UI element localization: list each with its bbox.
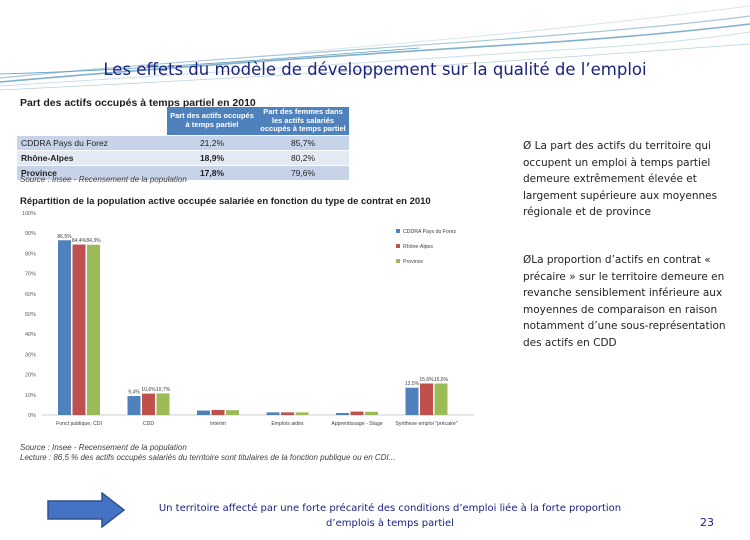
data-label: 84,4% <box>72 238 87 244</box>
table-cell: 80,2% <box>257 150 349 166</box>
bar <box>156 393 170 415</box>
data-label: 10,7% <box>156 387 171 393</box>
table-header-women-share: Part des femmes dans les actifs salariés… <box>257 107 349 136</box>
x-tick-label: Fonct publique, CDI <box>56 421 102 427</box>
bullet-part-time: Ø La part des actifs du territoire qui o… <box>523 140 718 219</box>
table-header-part-time: Part des actifs occupés à temps partiel <box>167 107 257 136</box>
bar <box>87 244 100 415</box>
x-tick-label: Synthese emploi "précaire" <box>395 421 457 427</box>
table-cell: 85,7% <box>257 135 349 151</box>
y-tick-label: 80% <box>25 251 36 257</box>
bar <box>72 244 86 415</box>
bar <box>142 393 155 415</box>
bullet-precarious: ØLa proportion d’actifs en contrat « pré… <box>523 253 726 349</box>
x-tick-label: Intérim <box>210 421 226 427</box>
y-tick-label: 0% <box>28 413 36 419</box>
y-tick-label: 70% <box>25 272 36 278</box>
y-tick-label: 100% <box>22 211 36 217</box>
bar <box>295 412 309 415</box>
table-row-label: Rhône-Alpes <box>17 150 167 166</box>
data-label: 15,6% <box>434 377 449 383</box>
table-title: Part des actifs occupés à temps partiel … <box>20 97 256 109</box>
x-tick-label: CDD <box>143 421 154 427</box>
bar <box>336 412 349 415</box>
bar <box>350 411 364 415</box>
table-cell: 79,6% <box>257 165 349 181</box>
right-arrow-icon <box>47 492 126 528</box>
chart-title: Répartition de la population active occu… <box>20 196 431 207</box>
bar <box>127 396 141 415</box>
y-tick-label: 10% <box>25 393 36 399</box>
legend-label: Rhône-Alpes <box>403 244 433 250</box>
bar <box>226 410 239 415</box>
table-header-empty <box>17 107 167 136</box>
figure-panel: Part des actifs occupés à temps partiel … <box>14 95 494 467</box>
legend-swatch <box>396 229 400 233</box>
x-tick-label: Emplois aidés <box>271 421 304 427</box>
part-time-table: Part des actifs occupés à temps partiel … <box>17 107 349 181</box>
table-cell: 17,8% <box>167 165 257 181</box>
y-tick-label: 30% <box>25 352 36 358</box>
table-row-label: Province <box>17 165 167 181</box>
data-label: 13,5% <box>405 381 420 387</box>
table-cell: 18,9% <box>167 150 257 166</box>
legend-swatch <box>396 259 400 263</box>
page-number: 23 <box>700 516 714 529</box>
decorative-swoosh <box>0 5 750 91</box>
table-row: Rhône-Alpes 18,9% 80,2% <box>17 150 349 166</box>
legend-label: CDDRA Pays du Forez <box>403 229 456 235</box>
table-cell: 21,2% <box>167 135 257 151</box>
bar <box>58 240 71 415</box>
y-tick-label: 60% <box>25 292 36 298</box>
bar <box>197 410 210 415</box>
table-row: Province 17,8% 79,6% <box>17 165 349 181</box>
table-row-label: CDDRA Pays du Forez <box>17 135 167 151</box>
footer-conclusion: Un territoire affecté par une forte préc… <box>158 503 622 529</box>
y-tick-label: 50% <box>25 312 36 318</box>
bar <box>281 412 294 415</box>
y-tick-label: 20% <box>25 373 36 379</box>
data-label: 86,5% <box>57 234 72 240</box>
bar <box>420 383 433 415</box>
bar <box>434 383 448 415</box>
chart-source: Source : Insee - Recensement de la popul… <box>20 443 395 463</box>
bar <box>405 387 419 415</box>
y-tick-label: 90% <box>25 231 36 237</box>
data-label: 9,4% <box>128 390 140 396</box>
bar <box>211 409 225 415</box>
chart-source-line: Source : Insee - Recensement de la popul… <box>20 443 187 452</box>
table-header-row: Part des actifs occupés à temps partiel … <box>17 107 349 136</box>
data-label: 15,6% <box>419 377 434 383</box>
bullet-list: Ø La part des actifs du territoire qui o… <box>523 138 733 352</box>
table-source: Source : Insee - Recensement de la popul… <box>20 175 187 184</box>
bar <box>266 412 280 415</box>
legend-swatch <box>396 244 400 248</box>
bar <box>365 411 378 415</box>
chart-reading-note: Lecture : 86,5 % des actifs occupés sala… <box>20 453 396 462</box>
slide-title: Les effets du modèle de développement su… <box>103 60 647 79</box>
x-tick-label: Apprentissage - Stage <box>331 421 382 427</box>
data-label: 10,6% <box>141 387 156 393</box>
table-row: CDDRA Pays du Forez 21,2% 85,7% <box>17 135 349 151</box>
legend-label: Province <box>403 259 423 265</box>
y-tick-label: 40% <box>25 332 36 338</box>
contract-type-bar-chart: 0% 10% 20% 30% 40% 50% 60% 70% 80% 90% 100% Fonct p… <box>22 211 474 427</box>
data-label: 84,3% <box>86 238 101 244</box>
